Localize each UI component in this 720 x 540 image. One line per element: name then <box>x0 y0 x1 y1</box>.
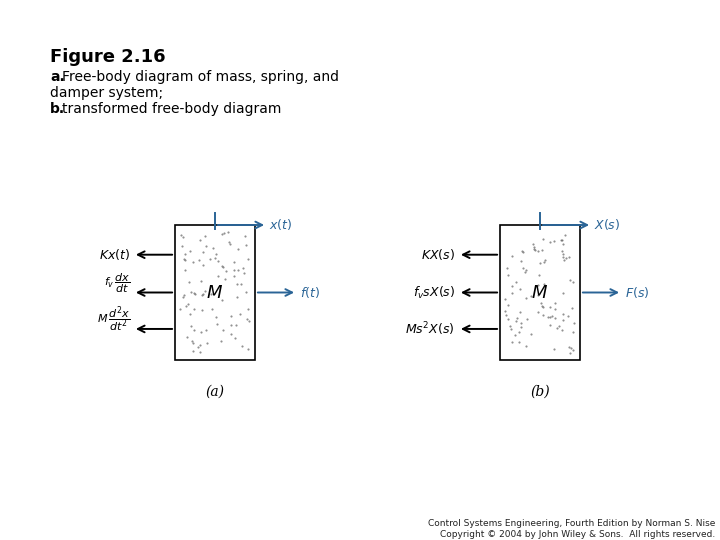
Text: $Ms^2X(s)$: $Ms^2X(s)$ <box>405 320 455 338</box>
Text: a.: a. <box>50 70 65 84</box>
Text: Figure 2.16: Figure 2.16 <box>50 48 166 66</box>
Text: $M$: $M$ <box>531 284 549 301</box>
Text: $f_v\,\dfrac{dx}{dt}$: $f_v\,\dfrac{dx}{dt}$ <box>104 272 130 295</box>
Text: $Kx(t)$: $Kx(t)$ <box>99 247 130 262</box>
Text: Free-body diagram of mass, spring, and: Free-body diagram of mass, spring, and <box>62 70 339 84</box>
Text: $KX(s)$: $KX(s)$ <box>421 247 455 262</box>
Text: (a): (a) <box>205 385 225 399</box>
Bar <box>175 225 255 360</box>
Text: (b): (b) <box>530 385 550 399</box>
Text: transformed free-body diagram: transformed free-body diagram <box>62 102 282 116</box>
Text: b.: b. <box>50 102 65 116</box>
Text: $M$: $M$ <box>207 284 223 301</box>
Text: $M\,\dfrac{d^2x}{dt^2}$: $M\,\dfrac{d^2x}{dt^2}$ <box>96 304 130 334</box>
Bar <box>500 225 580 360</box>
Text: $X(s)$: $X(s)$ <box>594 218 621 233</box>
Text: damper system;: damper system; <box>50 86 163 100</box>
Text: $f_v sX(s)$: $f_v sX(s)$ <box>413 285 455 301</box>
Text: $x(t)$: $x(t)$ <box>269 218 292 233</box>
Text: $F(s)$: $F(s)$ <box>625 285 649 300</box>
Text: Control Systems Engineering, Fourth Edition by Norman S. Nise: Control Systems Engineering, Fourth Edit… <box>428 519 715 528</box>
Text: $f(t)$: $f(t)$ <box>300 285 320 300</box>
Text: Copyright © 2004 by John Wiley & Sons.  All rights reserved.: Copyright © 2004 by John Wiley & Sons. A… <box>440 530 715 539</box>
